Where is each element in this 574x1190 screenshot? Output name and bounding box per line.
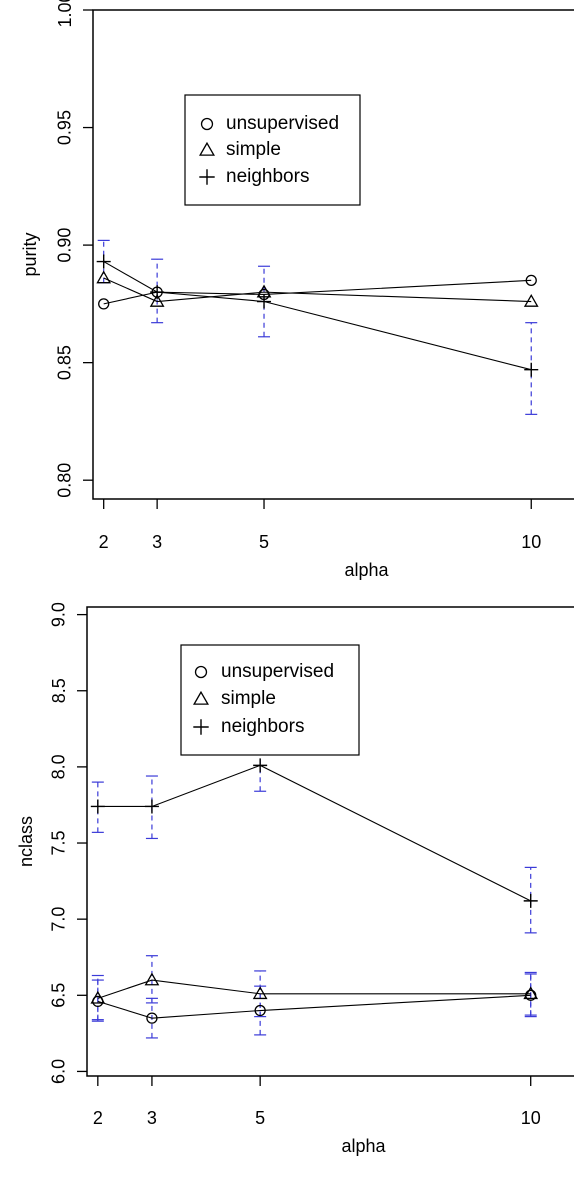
data-point-neighbors-stroke [144,799,159,814]
data-point-neighbors [96,254,111,269]
plot-frame [92,9,574,500]
data-point-neighbors-stroke [257,294,272,309]
y-tick-label: 7.0 [49,907,69,932]
y-tick-label: 6.0 [49,1059,69,1084]
y-tick-label: 6.5 [49,983,69,1008]
data-point-unsupervised [98,298,110,310]
legend-symbol-unsupervised [200,117,214,131]
series-line-neighbors [97,764,531,902]
data-point-neighbors-stroke [90,799,105,814]
data-point-unsupervised [254,1004,266,1017]
series-line-simple [97,979,531,999]
data-point-unsupervised [146,1012,158,1024]
data-point-neighbors-stroke [150,285,165,300]
legend-label-neighbors: neighbors [226,166,309,187]
series-markers [90,758,539,1024]
y-tick-label: 9.0 [49,602,69,627]
data-point-simple [252,986,268,1000]
legend-symbol-neighbors [193,719,209,735]
data-point-simple [149,293,165,307]
data-point-simple [523,293,539,307]
x-axis-title: alpha [341,1136,386,1156]
x-tick-label: 5 [259,532,269,552]
x-axis: 2 3 5 10 [99,499,541,552]
series-line-unsupervised [97,994,531,1019]
x-axis: 2 3 5 10 [93,1076,541,1128]
y-axis-title: nclass [16,816,36,867]
legend-label-simple: simple [226,139,281,160]
x-tick-label: 2 [93,1108,103,1128]
legend-label-simple: simple [221,688,276,709]
purity-chart: 0.800.850.900.951.00 2 3 5 10 purity alpha … [20,0,574,580]
legend-label-unsupervised: unsupervised [226,113,339,134]
series-markers [96,254,539,377]
x-tick-label: 3 [147,1108,157,1128]
x-tick-label: 2 [99,532,109,552]
legend-symbol-neighbors-stroke [199,169,215,185]
series-lines [97,764,531,1019]
data-point-neighbors [90,799,105,814]
y-axis: 6.0 6.5 7.0 7.5 8.0 8.5 9.0 [49,602,87,1084]
y-tick-label: 0.90 [55,228,75,263]
data-point-neighbors-stroke [96,254,111,269]
x-tick-label: 10 [521,1108,541,1128]
x-tick-label: 3 [152,532,162,552]
data-point-neighbors [144,799,159,814]
data-point-neighbors [524,362,539,377]
legend: unsupervised simple neighbors [180,644,360,756]
nclass-chart: 6.0 6.5 7.0 7.5 8.0 8.5 9.0 2 3 5 10 nclass alpha… [16,602,574,1156]
series-line-neighbors [103,261,532,371]
legend-label-unsupervised: unsupervised [221,661,334,682]
legend: unsupervised simple neighbors [184,94,361,206]
x-axis-title: alpha [344,560,389,580]
data-point-simple [96,270,112,284]
data-point-neighbors-stroke [253,758,268,773]
y-tick-label: 0.95 [55,110,75,145]
y-axis: 0.80 0.85 0.90 0.95 1.00 [55,0,93,498]
x-tick-label: 5 [255,1108,265,1128]
legend-symbol-neighbors-stroke [193,719,209,735]
series-lines [103,261,532,371]
data-point-simple [523,986,539,1000]
data-point-neighbors [523,893,538,908]
data-point-neighbors [257,294,272,309]
legend-symbol-unsupervised [194,665,208,679]
legend-box [180,644,360,756]
legend-symbols [193,665,209,735]
x-tick-label: 10 [521,532,541,552]
y-tick-label: 8.0 [49,754,69,779]
legend-symbol-simple [193,690,209,705]
y-tick-label: 0.80 [55,463,75,498]
legend-symbol-neighbors [199,169,215,185]
data-point-unsupervised [525,274,537,287]
data-point-neighbors-stroke [524,362,539,377]
data-point-neighbors-stroke [523,893,538,908]
y-tick-label: 7.5 [49,831,69,856]
y-tick-label: 8.5 [49,678,69,703]
y-tick-label: 1.00 [55,0,75,28]
plot-frame [86,606,574,1077]
data-point-neighbors [150,285,165,300]
y-tick-label: 0.85 [55,345,75,380]
y-axis-title: purity [20,232,40,276]
legend-symbol-simple [199,141,215,156]
series-line-unsupervised [103,279,532,305]
legend-label-neighbors: neighbors [221,716,304,737]
data-point-simple [144,972,160,986]
data-point-neighbors [253,758,268,773]
data-point-simple [90,990,106,1004]
legend-symbols [199,117,215,185]
legend-box [184,94,361,206]
